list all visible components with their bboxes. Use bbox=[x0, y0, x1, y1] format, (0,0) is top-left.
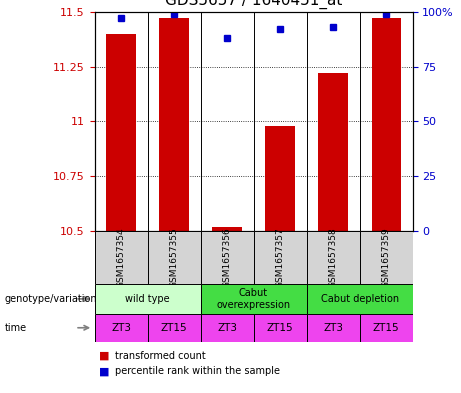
Title: GDS5657 / 1640451_at: GDS5657 / 1640451_at bbox=[165, 0, 342, 9]
Bar bbox=[160, 18, 189, 231]
Bar bbox=[307, 314, 360, 342]
Bar bbox=[95, 314, 148, 342]
Text: time: time bbox=[5, 323, 27, 333]
Bar bbox=[201, 231, 254, 284]
Bar bbox=[307, 284, 413, 314]
Bar bbox=[319, 73, 348, 231]
Bar bbox=[266, 126, 295, 231]
Bar bbox=[254, 314, 307, 342]
Text: GSM1657356: GSM1657356 bbox=[223, 227, 231, 288]
Bar bbox=[254, 231, 307, 284]
Bar bbox=[148, 231, 201, 284]
Text: ZT3: ZT3 bbox=[323, 323, 343, 333]
Text: ZT15: ZT15 bbox=[267, 323, 293, 333]
Text: Cabut
overexpression: Cabut overexpression bbox=[217, 288, 290, 310]
Bar bbox=[201, 284, 307, 314]
Text: GSM1657354: GSM1657354 bbox=[117, 227, 125, 288]
Bar bbox=[360, 231, 413, 284]
Text: genotype/variation: genotype/variation bbox=[5, 294, 97, 304]
Bar bbox=[201, 314, 254, 342]
Bar bbox=[106, 34, 136, 231]
Text: Cabut depletion: Cabut depletion bbox=[320, 294, 399, 304]
Text: transformed count: transformed count bbox=[115, 351, 206, 361]
Bar bbox=[360, 314, 413, 342]
Bar bbox=[95, 231, 148, 284]
Text: GSM1657359: GSM1657359 bbox=[382, 227, 390, 288]
Bar bbox=[372, 18, 401, 231]
Bar bbox=[213, 227, 242, 231]
Text: ■: ■ bbox=[99, 351, 110, 361]
Text: GSM1657357: GSM1657357 bbox=[276, 227, 284, 288]
Bar bbox=[148, 314, 201, 342]
Text: GSM1657355: GSM1657355 bbox=[170, 227, 178, 288]
Text: ZT15: ZT15 bbox=[373, 323, 399, 333]
Bar bbox=[95, 284, 201, 314]
Bar bbox=[307, 231, 360, 284]
Text: percentile rank within the sample: percentile rank within the sample bbox=[115, 366, 280, 376]
Text: GSM1657358: GSM1657358 bbox=[329, 227, 337, 288]
Text: ■: ■ bbox=[99, 366, 110, 376]
Text: ZT3: ZT3 bbox=[217, 323, 237, 333]
Text: wild type: wild type bbox=[125, 294, 170, 304]
Text: ZT15: ZT15 bbox=[161, 323, 187, 333]
Text: ZT3: ZT3 bbox=[111, 323, 131, 333]
